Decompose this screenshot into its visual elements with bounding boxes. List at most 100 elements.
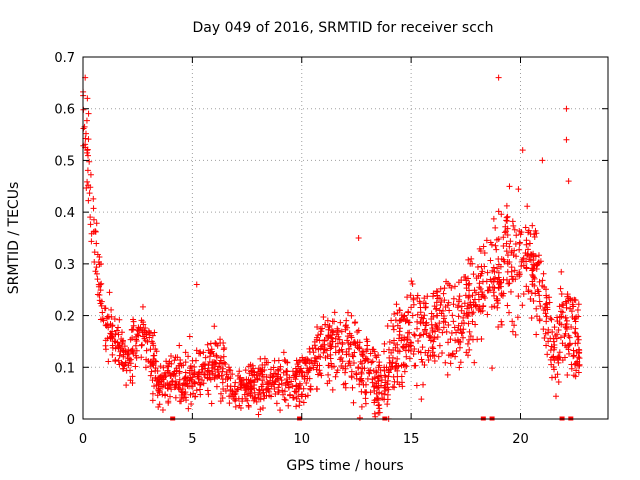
data-point bbox=[470, 271, 477, 278]
data-point bbox=[133, 338, 140, 345]
data-point bbox=[539, 277, 546, 284]
data-point bbox=[328, 360, 335, 367]
data-point bbox=[396, 335, 403, 342]
data-point bbox=[558, 268, 565, 275]
data-point bbox=[455, 313, 462, 320]
data-point bbox=[381, 367, 388, 374]
data-point bbox=[296, 369, 303, 376]
data-point bbox=[406, 355, 413, 362]
data-point bbox=[540, 326, 547, 333]
data-point bbox=[345, 339, 352, 346]
data-point bbox=[84, 146, 91, 153]
data-point bbox=[403, 353, 410, 360]
data-point bbox=[208, 346, 215, 353]
data-point bbox=[416, 332, 423, 339]
data-point bbox=[411, 346, 418, 353]
data-point bbox=[461, 310, 468, 317]
data-point bbox=[354, 328, 361, 335]
data-point bbox=[257, 406, 264, 413]
data-point bbox=[475, 307, 482, 314]
data-point bbox=[243, 376, 250, 383]
data-point bbox=[446, 282, 453, 289]
data-point bbox=[562, 330, 569, 337]
data-point bbox=[185, 353, 192, 360]
data-point bbox=[119, 361, 126, 368]
data-point bbox=[520, 291, 527, 298]
data-point bbox=[401, 312, 408, 319]
data-point bbox=[394, 367, 401, 374]
data-point bbox=[93, 240, 100, 247]
data-point bbox=[506, 309, 513, 316]
data-point bbox=[168, 352, 175, 359]
data-point bbox=[469, 292, 476, 299]
data-point bbox=[200, 349, 207, 356]
data-point bbox=[410, 351, 417, 357]
data-point bbox=[193, 387, 200, 394]
data-point bbox=[550, 363, 557, 370]
data-point bbox=[337, 319, 344, 326]
data-point bbox=[424, 293, 431, 300]
data-point bbox=[213, 383, 220, 390]
data-point bbox=[489, 365, 496, 372]
data-point bbox=[507, 288, 514, 295]
data-point bbox=[504, 252, 511, 259]
data-point bbox=[149, 332, 156, 339]
data-point bbox=[188, 400, 195, 407]
data-point bbox=[420, 331, 427, 338]
data-point bbox=[431, 303, 438, 310]
data-point bbox=[369, 376, 376, 383]
data-point bbox=[486, 283, 493, 290]
data-point bbox=[504, 302, 511, 309]
data-point bbox=[479, 268, 486, 275]
data-point bbox=[225, 374, 232, 381]
axis-ticks: 0 0.1 0.2 0.3 0.4 0.5 0.6 0.7 0 5 10 15 20 bbox=[54, 51, 608, 447]
data-point bbox=[115, 331, 122, 338]
data-point bbox=[184, 382, 191, 389]
data-point bbox=[326, 324, 333, 331]
data-point bbox=[563, 344, 570, 351]
data-point bbox=[441, 315, 448, 322]
data-point bbox=[324, 380, 331, 387]
data-point bbox=[172, 373, 179, 380]
data-point bbox=[545, 338, 552, 345]
data-point bbox=[193, 347, 200, 354]
data-point bbox=[543, 300, 550, 307]
data-point bbox=[141, 335, 148, 342]
data-point bbox=[334, 340, 341, 347]
data-point bbox=[453, 329, 460, 336]
data-point bbox=[464, 352, 471, 359]
data-point bbox=[317, 354, 324, 361]
data-point bbox=[549, 329, 556, 336]
data-point bbox=[563, 105, 570, 112]
data-point bbox=[97, 281, 104, 288]
data-point bbox=[571, 329, 578, 336]
data-point bbox=[229, 371, 236, 378]
data-point bbox=[520, 262, 527, 269]
data-point bbox=[85, 197, 92, 204]
data-point bbox=[492, 224, 499, 231]
data-point bbox=[535, 288, 542, 295]
data-point bbox=[529, 278, 536, 285]
data-point bbox=[466, 346, 473, 353]
data-point bbox=[408, 304, 415, 311]
data-point bbox=[536, 317, 543, 324]
data-point bbox=[433, 292, 440, 299]
data-point bbox=[524, 203, 531, 210]
data-point bbox=[415, 338, 422, 345]
data-point bbox=[133, 336, 140, 343]
data-point bbox=[565, 178, 572, 185]
data-point bbox=[559, 357, 566, 364]
x-tick-label: 20 bbox=[512, 432, 529, 447]
data-point bbox=[128, 326, 135, 333]
data-point bbox=[541, 335, 548, 342]
data-point bbox=[327, 351, 334, 358]
data-point bbox=[102, 337, 109, 344]
data-point bbox=[139, 303, 146, 310]
data-point bbox=[166, 358, 173, 365]
data-point bbox=[191, 378, 198, 385]
data-point bbox=[525, 246, 532, 253]
data-point bbox=[515, 186, 522, 193]
data-point bbox=[554, 314, 560, 321]
data-point bbox=[381, 340, 388, 347]
data-point bbox=[443, 328, 450, 335]
